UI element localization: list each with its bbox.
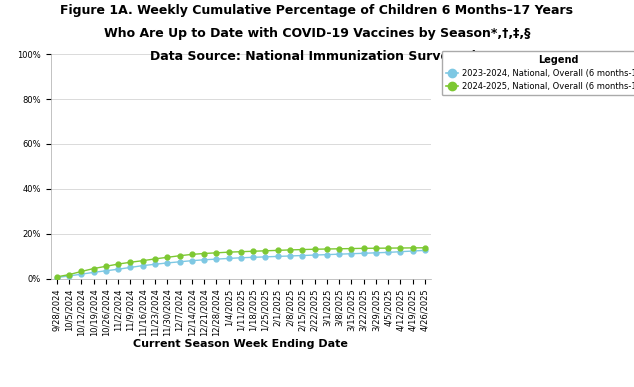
Text: Who Are Up to Date with COVID-19 Vaccines by Season*,†,‡,§: Who Are Up to Date with COVID-19 Vaccine… xyxy=(104,27,530,40)
X-axis label: Current Season Week Ending Date: Current Season Week Ending Date xyxy=(134,339,348,349)
Text: Figure 1A. Weekly Cumulative Percentage of Children 6 Months–17 Years: Figure 1A. Weekly Cumulative Percentage … xyxy=(60,4,574,17)
Legend: 2023-2024, National, Overall (6 months-17 years), 2024-2025, National, Overall (: 2023-2024, National, Overall (6 months-1… xyxy=(442,51,634,95)
Text: Data Source: National Immunization Survey–Flu: Data Source: National Immunization Surve… xyxy=(150,50,484,63)
